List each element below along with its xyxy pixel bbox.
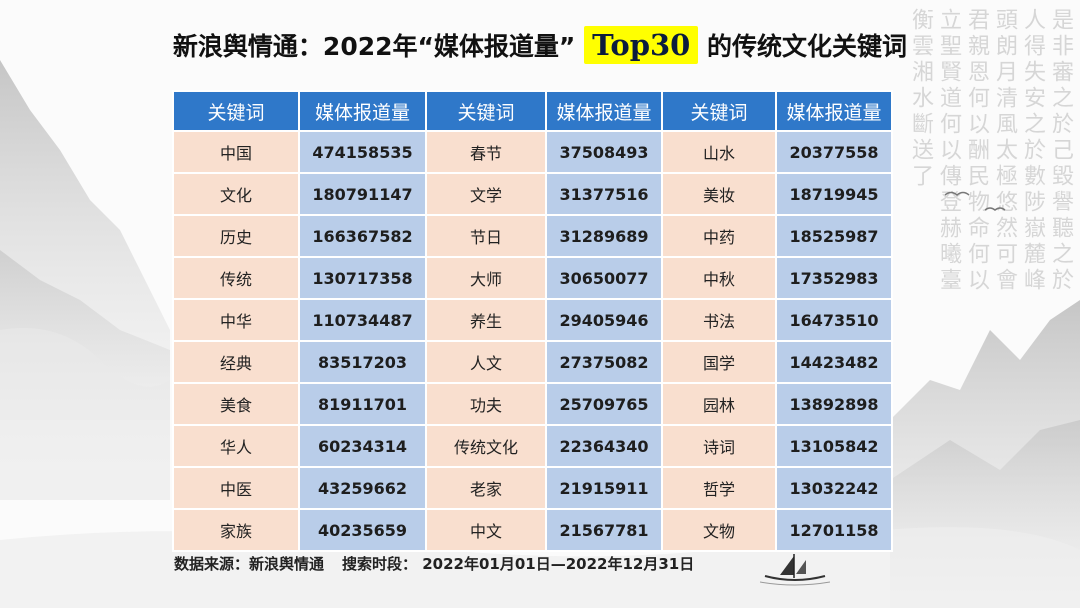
header-volume: 媒体报道量 [298, 90, 427, 132]
table-row: 华人 60234314 传统文化 22364340 诗词 13105842 [172, 424, 893, 468]
volume-cell: 22364340 [545, 424, 663, 468]
keyword-cell: 大师 [425, 256, 547, 300]
keyword-cell: 美食 [172, 382, 300, 426]
keyword-cell: 养生 [425, 298, 547, 342]
header-keyword: 关键词 [172, 90, 300, 132]
data-source-note: 数据来源：新浪舆情通 搜索时段： 2022年01月01日—2022年12月31日 [174, 553, 694, 574]
keyword-cell: 文物 [661, 508, 777, 552]
table-row: 历史 166367582 节日 31289689 中药 18525987 [172, 214, 893, 258]
keyword-cell: 家族 [172, 508, 300, 552]
table-row: 中国 474158535 春节 37508493 山水 20377558 [172, 130, 893, 174]
keyword-cell: 传统文化 [425, 424, 547, 468]
header-volume: 媒体报道量 [545, 90, 663, 132]
period-label: 搜索时段： 2022年01月01日—2022年12月31日 [342, 555, 695, 573]
volume-cell: 13032242 [775, 466, 893, 510]
keyword-cell: 山水 [661, 130, 777, 174]
header-volume: 媒体报道量 [775, 90, 893, 132]
volume-cell: 43259662 [298, 466, 427, 510]
volume-cell: 17352983 [775, 256, 893, 300]
keyword-cell: 功夫 [425, 382, 547, 426]
keyword-cell: 人文 [425, 340, 547, 384]
volume-cell: 474158535 [298, 130, 427, 174]
volume-cell: 20377558 [775, 130, 893, 174]
volume-cell: 25709765 [545, 382, 663, 426]
volume-cell: 110734487 [298, 298, 427, 342]
volume-cell: 13105842 [775, 424, 893, 468]
volume-cell: 21915911 [545, 466, 663, 510]
keyword-cell: 国学 [661, 340, 777, 384]
table-row: 美食 81911701 功夫 25709765 园林 13892898 [172, 382, 893, 426]
keyword-cell: 中华 [172, 298, 300, 342]
keyword-cell: 春节 [425, 130, 547, 174]
keyword-cell: 经典 [172, 340, 300, 384]
calligraphy-decoration: 是非審之於己毀譽聽之於人得失安之於數陟嶽麓峰頭朗月清風太極悠然可會君親恩何以酬民… [908, 8, 1073, 294]
header-keyword: 关键词 [425, 90, 547, 132]
keyword-cell: 中秋 [661, 256, 777, 300]
keyword-cell: 中药 [661, 214, 777, 258]
keyword-cell: 文化 [172, 172, 300, 216]
volume-cell: 180791147 [298, 172, 427, 216]
keyword-cell: 华人 [172, 424, 300, 468]
volume-cell: 13892898 [775, 382, 893, 426]
volume-cell: 130717358 [298, 256, 427, 300]
volume-cell: 60234314 [298, 424, 427, 468]
table-row: 家族 40235659 中文 21567781 文物 12701158 [172, 508, 893, 552]
keyword-cell: 文学 [425, 172, 547, 216]
keyword-cell: 历史 [172, 214, 300, 258]
title-suffix: 的传统文化关键词 [707, 32, 908, 61]
source-label: 数据来源：新浪舆情通 [174, 555, 325, 573]
table-row: 文化 180791147 文学 31377516 美妆 18719945 [172, 172, 893, 216]
volume-cell: 83517203 [298, 340, 427, 384]
keyword-cell: 老家 [425, 466, 547, 510]
volume-cell: 12701158 [775, 508, 893, 552]
keyword-cell: 中国 [172, 130, 300, 174]
table-row: 中医 43259662 老家 21915911 哲学 13032242 [172, 466, 893, 510]
keyword-cell: 中医 [172, 466, 300, 510]
table-row: 经典 83517203 人文 27375082 国学 14423482 [172, 340, 893, 384]
volume-cell: 31289689 [545, 214, 663, 258]
volume-cell: 16473510 [775, 298, 893, 342]
keyword-cell: 诗词 [661, 424, 777, 468]
volume-cell: 30650077 [545, 256, 663, 300]
volume-cell: 18525987 [775, 214, 893, 258]
title-prefix: 新浪舆情通：2022年“媒体报道量” [172, 32, 576, 61]
keyword-cell: 传统 [172, 256, 300, 300]
volume-cell: 21567781 [545, 508, 663, 552]
volume-cell: 27375082 [545, 340, 663, 384]
header-keyword: 关键词 [661, 90, 777, 132]
table-header-row: 关键词 媒体报道量 关键词 媒体报道量 关键词 媒体报道量 [172, 90, 893, 132]
volume-cell: 37508493 [545, 130, 663, 174]
volume-cell: 29405946 [545, 298, 663, 342]
sailboat-icon [760, 554, 830, 586]
table-row: 传统 130717358 大师 30650077 中秋 17352983 [172, 256, 893, 300]
keyword-cell: 中文 [425, 508, 547, 552]
keyword-cell: 节日 [425, 214, 547, 258]
volume-cell: 18719945 [775, 172, 893, 216]
volume-cell: 31377516 [545, 172, 663, 216]
keyword-cell: 美妆 [661, 172, 777, 216]
keyword-table: 关键词 媒体报道量 关键词 媒体报道量 关键词 媒体报道量 中国 47415853… [172, 90, 893, 552]
keyword-cell: 园林 [661, 382, 777, 426]
title-highlight: Top30 [584, 26, 699, 64]
page-title: 新浪舆情通：2022年“媒体报道量” Top30 的传统文化关键词 [0, 26, 1080, 64]
volume-cell: 166367582 [298, 214, 427, 258]
volume-cell: 81911701 [298, 382, 427, 426]
table-row: 中华 110734487 养生 29405946 书法 16473510 [172, 298, 893, 342]
keyword-cell: 哲学 [661, 466, 777, 510]
keyword-cell: 书法 [661, 298, 777, 342]
volume-cell: 14423482 [775, 340, 893, 384]
volume-cell: 40235659 [298, 508, 427, 552]
